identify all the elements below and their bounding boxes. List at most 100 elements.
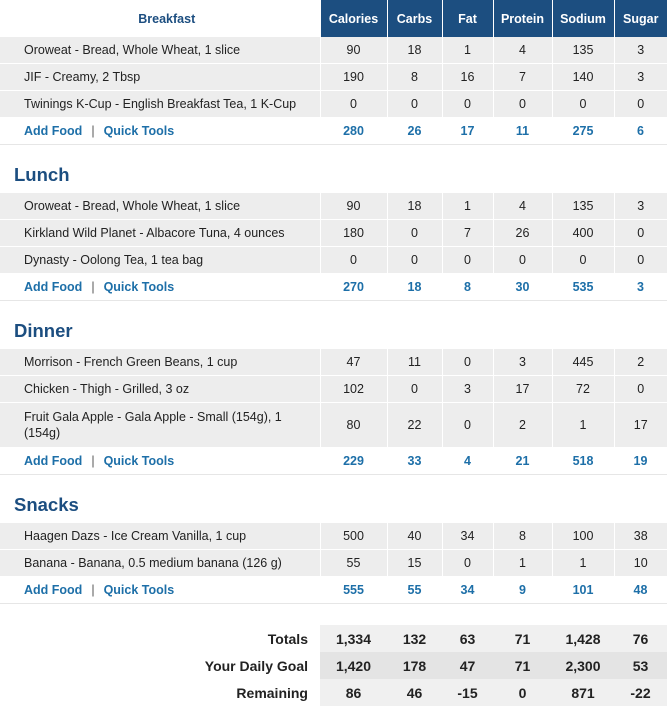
food-carbs-value: 15 <box>386 549 442 577</box>
quick-tools-link[interactable]: Quick Tools <box>103 454 175 468</box>
header-spacer <box>552 312 614 349</box>
food-name-link[interactable]: Dynasty - Oolong Tea, 1 tea bag <box>0 246 320 274</box>
summary-row-remaining: Remaining 86 46 -15 0 871 -22 <box>0 679 667 706</box>
food-name-link[interactable]: Morrison - French Green Beans, 1 cup <box>0 349 320 376</box>
food-name-link[interactable]: Kirkland Wild Planet - Albacore Tuna, 4 … <box>0 219 320 247</box>
food-sugar-value: 0 <box>613 90 667 118</box>
food-row[interactable]: JIF - Creamy, 2 Tbsp 190 8 16 7 140 3 <box>0 63 667 91</box>
meal-footer-row: Add Food | Quick Tools 270 18 8 30 535 3 <box>0 273 667 301</box>
food-sodium-value: 72 <box>551 375 614 403</box>
section-spacer <box>0 145 667 157</box>
food-sodium-value: 135 <box>551 37 614 64</box>
food-fat-value: 0 <box>441 349 493 376</box>
food-fat-value: 34 <box>441 523 493 550</box>
header-spacer <box>442 312 493 349</box>
meal-total-sodium: 275 <box>552 117 614 145</box>
meal-header-row: Lunch <box>0 156 667 193</box>
meal-total-fat: 4 <box>442 447 493 475</box>
food-row[interactable]: Fruit Gala Apple - Gala Apple - Small (1… <box>0 402 667 448</box>
food-name-link[interactable]: Banana - Banana, 0.5 medium banana (126 … <box>0 549 320 577</box>
link-separator: | <box>91 280 95 294</box>
food-name-link[interactable]: Fruit Gala Apple - Gala Apple - Small (1… <box>0 402 320 448</box>
meal-title: Snacks <box>0 486 320 523</box>
food-protein-value: 2 <box>492 402 552 448</box>
add-food-link[interactable]: Add Food <box>24 454 83 468</box>
column-header-protein[interactable]: Protein <box>492 0 552 37</box>
food-row[interactable]: Morrison - French Green Beans, 1 cup 47 11… <box>0 349 667 376</box>
column-header-fat[interactable]: Fat <box>441 0 493 37</box>
food-row[interactable]: Oroweat - Bread, Whole Wheat, 1 slice 90 1… <box>0 37 667 64</box>
header-spacer <box>320 486 387 523</box>
food-calories-value: 102 <box>319 375 387 403</box>
meal-actions: Add Food | Quick Tools <box>0 447 320 475</box>
summary-remaining-sodium: 871 <box>552 679 614 706</box>
food-calories-value: 47 <box>319 349 387 376</box>
food-row[interactable]: Dynasty - Oolong Tea, 1 tea bag 0 0 0 0 0 0 <box>0 246 667 274</box>
food-fat-value: 3 <box>441 375 493 403</box>
meal-total-carbs: 26 <box>387 117 442 145</box>
food-calories-value: 0 <box>319 90 387 118</box>
add-food-link[interactable]: Add Food <box>24 124 83 138</box>
food-name-link[interactable]: Chicken - Thigh - Grilled, 3 oz <box>0 375 320 403</box>
quick-tools-link[interactable]: Quick Tools <box>103 280 175 294</box>
summary-remaining-fat: -15 <box>442 679 493 706</box>
header-spacer <box>387 156 442 193</box>
add-food-link[interactable]: Add Food <box>24 280 83 294</box>
food-sodium-value: 0 <box>551 90 614 118</box>
link-separator: | <box>91 583 95 597</box>
food-sugar-value: 10 <box>613 549 667 577</box>
meal-total-sodium: 101 <box>552 576 614 604</box>
food-sodium-value: 135 <box>551 193 614 220</box>
summary-remaining-carbs: 46 <box>387 679 442 706</box>
summary-totals-fat: 63 <box>442 625 493 652</box>
food-protein-value: 7 <box>492 63 552 91</box>
food-sugar-value: 3 <box>613 193 667 220</box>
summary-remaining-calories: 86 <box>320 679 387 706</box>
food-name-link[interactable]: Oroweat - Bread, Whole Wheat, 1 slice <box>0 193 320 220</box>
food-fat-value: 1 <box>441 193 493 220</box>
food-row[interactable]: Oroweat - Bread, Whole Wheat, 1 slice 90 1… <box>0 193 667 220</box>
food-name-link[interactable]: Haagen Dazs - Ice Cream Vanilla, 1 cup <box>0 523 320 550</box>
food-calories-value: 90 <box>319 193 387 220</box>
header-spacer <box>320 312 387 349</box>
food-calories-value: 180 <box>319 219 387 247</box>
column-header-calories[interactable]: Calories <box>319 0 387 37</box>
food-protein-value: 4 <box>492 193 552 220</box>
food-protein-value: 1 <box>492 549 552 577</box>
food-calories-value: 0 <box>319 246 387 274</box>
food-sugar-value: 3 <box>613 37 667 64</box>
column-header-sugar[interactable]: Sugar <box>613 0 667 37</box>
food-sodium-value: 400 <box>551 219 614 247</box>
food-carbs-value: 0 <box>386 219 442 247</box>
summary-goal-protein: 71 <box>493 652 552 679</box>
food-protein-value: 0 <box>492 246 552 274</box>
food-row[interactable]: Chicken - Thigh - Grilled, 3 oz 102 0 3 17 72… <box>0 375 667 403</box>
meal-total-calories: 229 <box>320 447 387 475</box>
header-spacer <box>442 156 493 193</box>
food-row[interactable]: Banana - Banana, 0.5 medium banana (126 … <box>0 549 667 577</box>
meal-total-fat: 8 <box>442 273 493 301</box>
meal-total-protein: 11 <box>493 117 552 145</box>
add-food-link[interactable]: Add Food <box>24 583 83 597</box>
meal-total-fat: 34 <box>442 576 493 604</box>
food-row[interactable]: Haagen Dazs - Ice Cream Vanilla, 1 cup 50… <box>0 523 667 550</box>
summary-remaining-protein: 0 <box>493 679 552 706</box>
food-row[interactable]: Twinings K-Cup - English Breakfast Tea, … <box>0 90 667 118</box>
food-name-link[interactable]: JIF - Creamy, 2 Tbsp <box>0 63 320 91</box>
meal-total-calories: 270 <box>320 273 387 301</box>
column-header-carbs[interactable]: Carbs <box>386 0 442 37</box>
quick-tools-link[interactable]: Quick Tools <box>103 124 175 138</box>
food-name-link[interactable]: Twinings K-Cup - English Breakfast Tea, … <box>0 90 320 118</box>
header-spacer <box>493 312 552 349</box>
meal-footer-row: Add Food | Quick Tools 280 26 17 11 275 6 <box>0 117 667 145</box>
meal-total-sugar: 3 <box>614 273 667 301</box>
food-row[interactable]: Kirkland Wild Planet - Albacore Tuna, 4 … <box>0 219 667 247</box>
food-name-link[interactable]: Oroweat - Bread, Whole Wheat, 1 slice <box>0 37 320 64</box>
summary-totals-calories: 1,334 <box>320 625 387 652</box>
food-sugar-value: 2 <box>613 349 667 376</box>
food-sugar-value: 0 <box>613 219 667 247</box>
summary-totals-carbs: 132 <box>387 625 442 652</box>
column-header-sodium[interactable]: Sodium <box>551 0 614 37</box>
quick-tools-link[interactable]: Quick Tools <box>103 583 175 597</box>
